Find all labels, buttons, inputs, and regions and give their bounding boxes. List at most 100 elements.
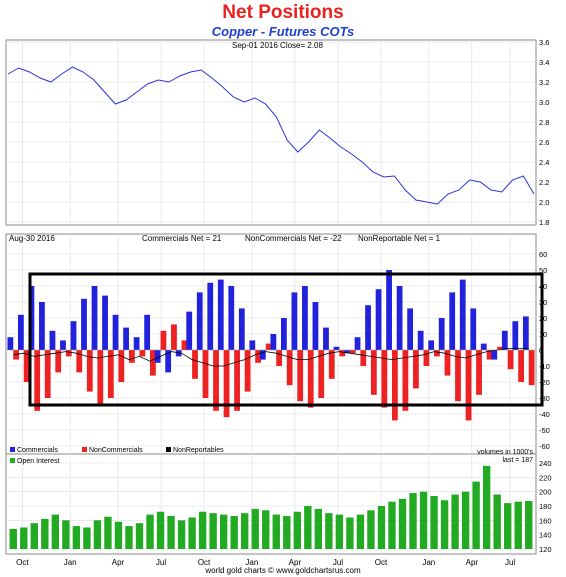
- x-tick-label: Jul: [156, 558, 166, 567]
- legend-swatch-commercials: [10, 447, 15, 452]
- commercials-bar: [407, 308, 414, 350]
- y-tick-label: 2.0: [539, 198, 549, 207]
- nonreportables-net-info: NonReportable Net = 1: [358, 234, 441, 243]
- y-tick-label: 200: [539, 488, 552, 497]
- open-interest-bar: [283, 516, 291, 549]
- open-interest-bar: [461, 491, 470, 549]
- y-tick-label: -50: [539, 426, 550, 435]
- y-tick-label: -40: [539, 410, 550, 419]
- noncommercials-bar: [507, 350, 514, 370]
- commercials-bar: [249, 340, 256, 350]
- footer-credit: world gold charts © www.goldchartsrus.co…: [205, 566, 361, 575]
- y-tick-label: 2.4: [539, 158, 549, 167]
- open-interest-bar: [156, 511, 165, 549]
- noncommercials-bar: [307, 350, 314, 408]
- legend-nonreportables: NonReportables: [173, 447, 224, 454]
- commercials-bar: [112, 314, 119, 350]
- commercials-bar: [333, 346, 340, 350]
- noncommercials-bar: [349, 350, 356, 354]
- noncommercials-bar: [150, 350, 156, 376]
- open-interest-bar: [304, 506, 312, 549]
- open-interest-bar: [398, 498, 407, 549]
- open-interest-bar: [167, 516, 175, 549]
- x-tick-label: Jul: [333, 558, 343, 567]
- legend-noncommercials: NonCommercials: [89, 447, 143, 454]
- noncommercials-bar: [423, 350, 430, 366]
- x-tick-label: Apr: [112, 558, 125, 567]
- commercials-bar: [480, 343, 487, 350]
- noncommercials-bar: [44, 350, 51, 398]
- commercials-bar: [459, 279, 466, 350]
- commercials-bar: [470, 308, 477, 350]
- y-tick-label: 3.2: [539, 78, 549, 87]
- open-interest-bar: [177, 520, 186, 549]
- legend-swatch-nonreportables: [166, 447, 171, 452]
- commercials-bar: [102, 295, 108, 350]
- noncommercials-bar: [455, 350, 461, 402]
- noncommercials-bar: [476, 350, 482, 395]
- y-tick-label: 60: [539, 250, 547, 259]
- y-tick-label: 2.8: [539, 118, 549, 127]
- open-interest-bar: [272, 514, 280, 549]
- open-interest-bar: [514, 501, 522, 549]
- open-interest-bar: [493, 494, 501, 549]
- noncommercials-bar: [202, 350, 209, 398]
- noncommercials-bar: [360, 350, 367, 366]
- open-interest-bar: [83, 527, 91, 549]
- y-tick-label: 3.4: [539, 58, 549, 67]
- open-interest-bar: [335, 514, 344, 549]
- open-interest-bar: [409, 493, 417, 549]
- commercials-bar: [522, 316, 529, 350]
- open-interest-bar: [104, 516, 112, 549]
- commercials-bar: [207, 282, 214, 350]
- y-tick-label: 220: [539, 473, 552, 482]
- open-interest-bar: [482, 465, 491, 549]
- commercials-net-info: Commercials Net = 21: [142, 234, 222, 243]
- x-tick-label: Oct: [16, 558, 29, 567]
- noncommercials-bar: [518, 350, 525, 382]
- commercials-bar: [123, 327, 129, 350]
- y-tick-label: 240: [539, 459, 552, 468]
- open-interest-bar: [125, 526, 133, 549]
- noncommercials-bar: [139, 350, 146, 357]
- y-tick-label: -10: [539, 362, 550, 371]
- noncommercials-bar: [65, 350, 72, 357]
- y-tick-label: -30: [539, 394, 550, 403]
- open-interest-bar: [325, 513, 333, 549]
- open-interest-bar: [430, 495, 438, 549]
- commercials-bar: [501, 330, 508, 350]
- x-tick-label: Jan: [245, 558, 258, 567]
- noncommercials-bar: [465, 350, 472, 421]
- y-tick-label: 160: [539, 516, 552, 525]
- open-interest-bar: [135, 523, 144, 549]
- open-interest-bar: [293, 511, 301, 549]
- y-tick-label: 120: [539, 545, 552, 554]
- noncommercials-bar: [128, 350, 135, 363]
- noncommercials-bar: [34, 350, 41, 411]
- open-interest-bar: [209, 513, 217, 549]
- commercials-bar: [344, 350, 350, 354]
- y-tick-label: 2.2: [539, 178, 549, 187]
- x-tick-label: Oct: [198, 558, 211, 567]
- commercials-bar: [354, 337, 361, 350]
- commercials-bar: [396, 286, 403, 350]
- open-interest-bar: [388, 501, 396, 549]
- noncommercials-bar: [328, 350, 335, 379]
- net-date: Aug-30 2016: [9, 234, 55, 243]
- commercials-bar: [154, 350, 161, 363]
- open-interest-bar: [198, 511, 207, 549]
- open-interest-bar: [356, 514, 365, 549]
- x-tick-label: Jan: [422, 558, 435, 567]
- y-tick-label: 180: [539, 502, 552, 511]
- price-line: [7, 66, 535, 205]
- noncommercials-bar: [497, 346, 503, 350]
- open-interest-bar: [20, 527, 28, 549]
- noncommercials-bar: [86, 350, 93, 392]
- noncommercials-bar: [486, 350, 493, 360]
- commercials-bar: [165, 350, 172, 373]
- oi-units: volumes in 1000's: [477, 449, 533, 456]
- commercials-bar: [280, 318, 287, 350]
- open-interest-bar: [9, 528, 17, 549]
- open-interest-bar: [146, 514, 154, 549]
